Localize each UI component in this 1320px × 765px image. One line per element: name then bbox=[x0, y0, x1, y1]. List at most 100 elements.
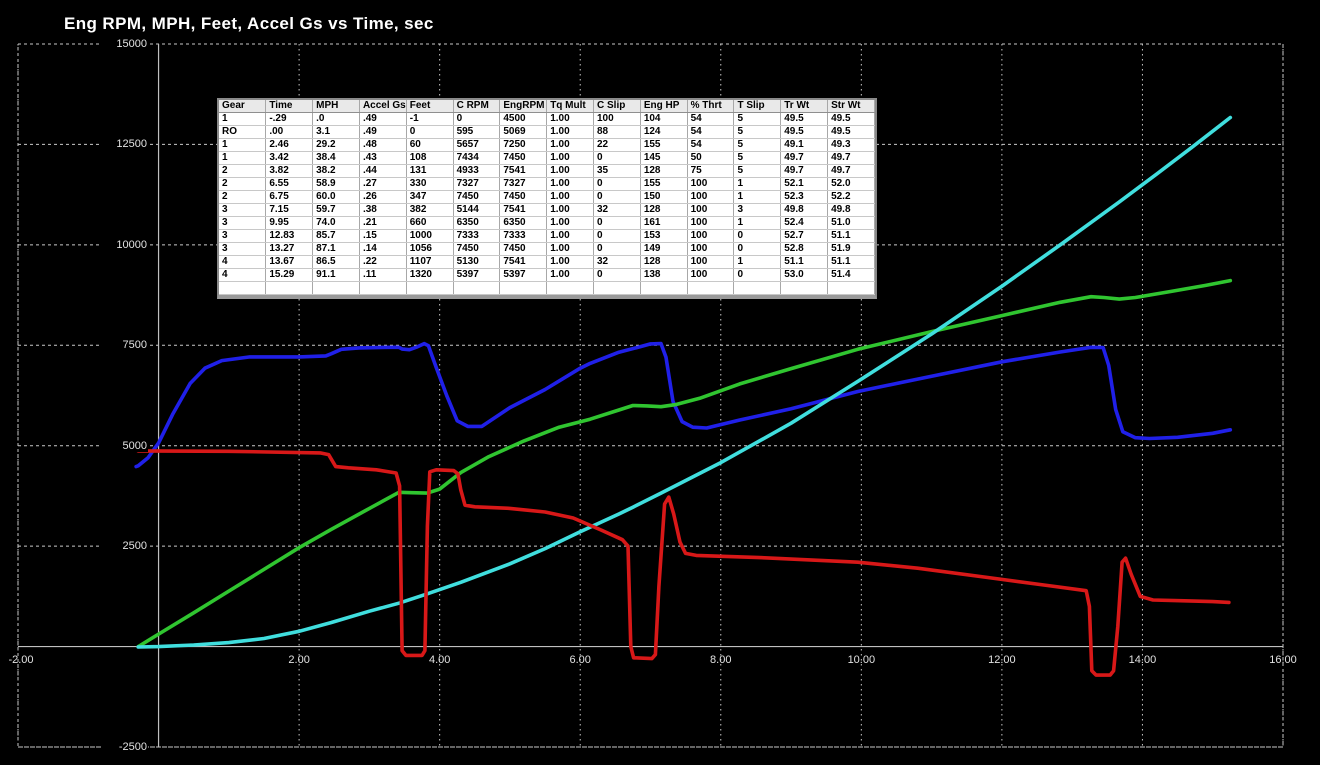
y-axis-tick-label: 12500 bbox=[102, 138, 148, 151]
table-cell: 100 bbox=[593, 112, 641, 126]
table-cell bbox=[733, 281, 782, 295]
curve-eng-rpm bbox=[134, 341, 1233, 469]
table-header: Gear Time MPH Accel Gs Feet C RPM EngRPM Tq Mul… bbox=[219, 100, 875, 113]
table-cell: 1.00 bbox=[546, 255, 594, 269]
table-cell: 32 bbox=[593, 255, 641, 269]
table-cell bbox=[265, 281, 314, 295]
table-row: 3 13.27 87.1.14 1056 7450 7450 1.00 0 149 100 0 52.… bbox=[219, 242, 875, 256]
y-axis-tick-label: 15000 bbox=[102, 38, 148, 50]
table-cell: 0 bbox=[733, 268, 782, 282]
table-cell: .11 bbox=[359, 268, 407, 282]
table-cell: RO bbox=[219, 125, 267, 139]
table-cell: 100 bbox=[687, 242, 735, 256]
column-header: C RPM bbox=[453, 100, 501, 113]
table-row: 2 6.55 58.9.27 330 7327 7327 1.00 0 155 100 1 52.1 5… bbox=[219, 177, 875, 191]
table-cell: 49.3 bbox=[827, 138, 875, 152]
table-cell bbox=[219, 281, 267, 295]
table-cell: 52.0 bbox=[827, 177, 875, 191]
table-cell bbox=[780, 281, 829, 295]
x-axis-tick-label: 2.00 bbox=[288, 653, 310, 666]
table-cell: .00 bbox=[265, 125, 314, 139]
table-cell: 6350 bbox=[453, 216, 501, 230]
table-cell: 1 bbox=[733, 177, 782, 191]
table-cell: 0 bbox=[593, 151, 641, 165]
table-row: 4 15.29 91.1.11 1320 5397 5397 1.00 0 138 100 0 53.… bbox=[219, 268, 875, 282]
table-cell bbox=[593, 281, 641, 295]
table-cell: 1056 bbox=[406, 242, 454, 256]
table-cell: 153 bbox=[640, 229, 688, 243]
table-cell: 7333 bbox=[499, 229, 548, 243]
column-header: Accel Gs bbox=[359, 100, 407, 113]
table-cell: .0 bbox=[312, 112, 360, 126]
table-cell: 7450 bbox=[453, 190, 501, 204]
table-cell: 1000 bbox=[406, 229, 454, 243]
column-header: Str Wt bbox=[827, 100, 875, 113]
table-cell: 3 bbox=[219, 216, 267, 230]
x-axis-tick-label: 10.00 bbox=[847, 653, 876, 666]
table-row: 2 6.75 60.0.26 347 7450 7450 1.00 0 150 100 1 52.3 5… bbox=[219, 190, 875, 204]
table-cell: 3 bbox=[219, 242, 267, 256]
table-cell: 3 bbox=[733, 203, 782, 217]
table-cell: 49.5 bbox=[780, 112, 829, 126]
table-cell: 1 bbox=[219, 138, 267, 152]
column-header: Tr Wt bbox=[780, 100, 829, 113]
table-cell: .14 bbox=[359, 242, 407, 256]
table-cell: 0 bbox=[733, 229, 782, 243]
table-cell: 5 bbox=[733, 151, 782, 165]
table-cell: 100 bbox=[687, 190, 735, 204]
table-cell: 3.1 bbox=[312, 125, 360, 139]
table-cell: 51.1 bbox=[827, 229, 875, 243]
table-cell: 49.8 bbox=[827, 203, 875, 217]
table-cell: 74.0 bbox=[312, 216, 360, 230]
table-cell: 1.00 bbox=[546, 151, 594, 165]
y-axis-tick-label: 2500 bbox=[102, 540, 148, 553]
table-cell: 128 bbox=[640, 203, 688, 217]
table-row: 1 3.42 38.4.43 108 7434 7450 1.00 0 145 50 5 49.7 49… bbox=[219, 151, 875, 165]
table-cell: .43 bbox=[359, 151, 407, 165]
table-cell: 100 bbox=[687, 255, 735, 269]
table-cell: 58.9 bbox=[312, 177, 360, 191]
column-header: Eng HP bbox=[640, 100, 688, 113]
table-cell: 149 bbox=[640, 242, 688, 256]
table-cell: 660 bbox=[406, 216, 454, 230]
column-header: EngRPM bbox=[499, 100, 548, 113]
table-cell: .26 bbox=[359, 190, 407, 204]
table-cell: 13.27 bbox=[265, 242, 314, 256]
table-cell: 52.1 bbox=[780, 177, 829, 191]
table-cell: 100 bbox=[687, 216, 735, 230]
table-cell: 3 bbox=[219, 203, 267, 217]
table-cell: 100 bbox=[687, 177, 735, 191]
table-cell: 53.0 bbox=[780, 268, 829, 282]
table-cell: 1 bbox=[733, 190, 782, 204]
table-cell: 52.2 bbox=[827, 190, 875, 204]
table-cell: 4933 bbox=[453, 164, 501, 178]
table-cell: 54 bbox=[687, 138, 735, 152]
table-cell: 1 bbox=[219, 112, 267, 126]
y-axis-tick-label: 7500 bbox=[102, 339, 148, 352]
table-cell: 52.8 bbox=[780, 242, 829, 256]
table-cell: 13.67 bbox=[265, 255, 314, 269]
table-cell: 51.9 bbox=[827, 242, 875, 256]
table-cell: 595 bbox=[453, 125, 501, 139]
table-cell bbox=[687, 281, 735, 295]
table-cell: 0 bbox=[593, 216, 641, 230]
table-cell: 51.1 bbox=[780, 255, 829, 269]
table-cell: 22 bbox=[593, 138, 641, 152]
table-cell: 128 bbox=[640, 255, 688, 269]
table-cell: 2 bbox=[219, 164, 267, 178]
table-cell: 5 bbox=[733, 164, 782, 178]
table-cell: 155 bbox=[640, 138, 688, 152]
table-cell: 4 bbox=[219, 268, 267, 282]
table-cell: 100 bbox=[687, 268, 735, 282]
curve-accel-gs bbox=[136, 449, 1231, 677]
table-cell: 60 bbox=[406, 138, 454, 152]
table-cell: .22 bbox=[359, 255, 407, 269]
table-cell: 100 bbox=[687, 229, 735, 243]
table-cell: 124 bbox=[640, 125, 688, 139]
x-axis-tick-label: 6.00 bbox=[569, 653, 591, 666]
table-cell: 15.29 bbox=[265, 268, 314, 282]
table-cell: 131 bbox=[406, 164, 454, 178]
table-cell bbox=[499, 281, 548, 295]
